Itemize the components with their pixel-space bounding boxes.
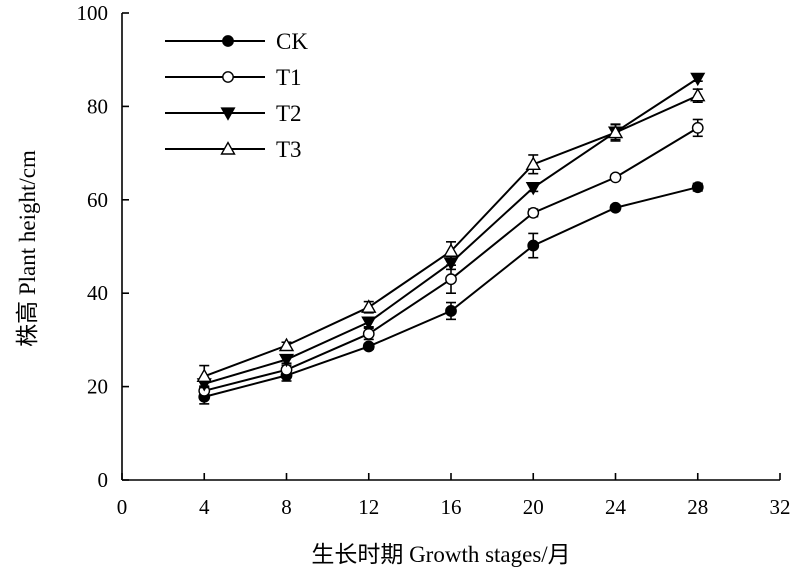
- legend-marker-t3: [220, 141, 236, 155]
- data-point-t2: [525, 182, 541, 196]
- y-axis-ticks: 0 20 40 60 80 100: [77, 1, 129, 492]
- data-point-t3: [361, 299, 377, 313]
- data-point-t3: [607, 124, 624, 139]
- series-t2: [196, 72, 706, 392]
- x-tick-label: 12: [358, 495, 379, 519]
- legend-item-t1: T1: [165, 65, 302, 90]
- data-point-ck: [362, 340, 375, 353]
- series-t1: [198, 118, 704, 397]
- x-axis-title: 生长时期 Growth stages/月: [311, 542, 570, 567]
- legend-label-t1: T1: [276, 65, 302, 90]
- x-tick-label: 28: [687, 495, 708, 519]
- legend-item-t2: T2: [165, 101, 302, 126]
- data-point-ck: [691, 181, 704, 194]
- x-tick-label: 0: [117, 495, 128, 519]
- data-point-t1: [527, 206, 540, 219]
- data-point-t3: [525, 156, 541, 171]
- data-point-t2: [690, 72, 706, 87]
- y-tick-label: 60: [87, 188, 108, 212]
- legend-marker-ck: [222, 35, 234, 47]
- x-tick-label: 24: [605, 495, 627, 519]
- x-tick-label: 32: [770, 495, 791, 519]
- y-tick-label: 20: [87, 375, 108, 399]
- plot-area: [196, 72, 706, 405]
- data-point-t1: [445, 273, 457, 286]
- legend-label-ck: CK: [276, 29, 308, 54]
- legend-marker-t1: [222, 71, 234, 83]
- y-tick-label: 40: [87, 281, 108, 305]
- x-axis-ticks: 0 4 8 12 16 20 24 28 32: [117, 473, 791, 519]
- y-tick-label: 0: [98, 468, 109, 492]
- legend-label-t2: T2: [276, 101, 302, 126]
- data-point-ck: [609, 201, 622, 214]
- data-point-t3: [196, 368, 212, 383]
- data-point-t3: [443, 243, 459, 257]
- legend-item-ck: CK: [165, 29, 308, 54]
- legend: CK T1 T2 T3: [165, 29, 308, 162]
- data-point-t2: [361, 316, 377, 330]
- data-point-t3: [690, 87, 706, 102]
- x-tick-label: 20: [523, 495, 544, 519]
- data-point-ck: [445, 305, 457, 317]
- data-point-t1: [691, 121, 704, 134]
- legend-item-t3: T3: [165, 137, 302, 162]
- legend-marker-t2: [220, 107, 236, 121]
- y-tick-label: 80: [87, 94, 108, 118]
- series-t3: [196, 87, 706, 388]
- y-tick-label: 100: [77, 1, 109, 25]
- data-point-t1: [362, 327, 375, 340]
- x-tick-label: 16: [441, 495, 462, 519]
- x-tick-label: 4: [199, 495, 210, 519]
- data-point-t3: [278, 337, 295, 352]
- data-point-t1: [609, 171, 622, 184]
- data-point-t2: [278, 353, 295, 368]
- legend-label-t3: T3: [276, 137, 302, 162]
- y-axis-title: 株高 Plant height/cm: [15, 150, 40, 347]
- data-point-ck: [527, 239, 540, 252]
- x-tick-label: 8: [281, 495, 292, 519]
